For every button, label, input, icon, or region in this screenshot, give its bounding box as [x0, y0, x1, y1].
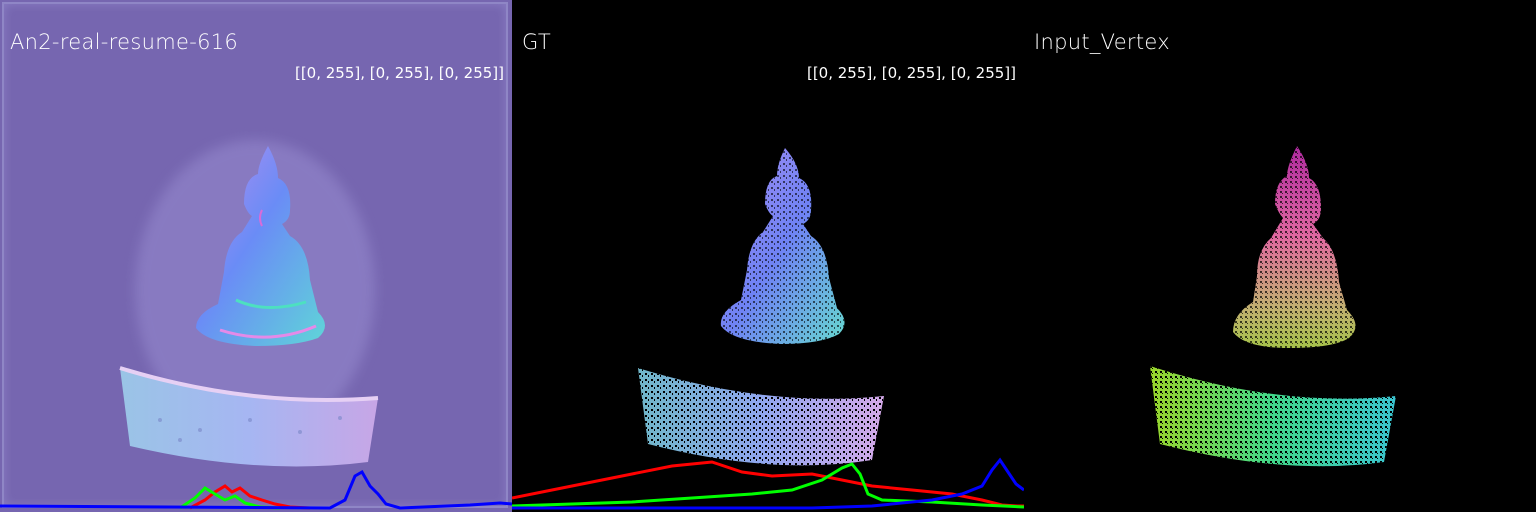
gt-range: [[0, 255], [0, 255], [0, 255]] [806, 64, 1016, 82]
input-vertex-map [1150, 146, 1396, 467]
prediction-panel: An2-real-resume-616 [[0, 255], [0, 255],… [0, 0, 512, 512]
gt-normal-map [512, 148, 1024, 510]
gt-histogram [512, 457, 1024, 510]
prediction-normal-map [0, 140, 512, 510]
input-pedestal [1150, 366, 1396, 467]
input-vertex-title: Input_Vertex [1034, 30, 1170, 54]
gt-panel: GT [[0, 255], [0, 255], [0, 255]] [512, 0, 1024, 512]
input-vertex-panel: Input_Vertex [1024, 0, 1536, 512]
prediction-histogram [0, 469, 512, 510]
input-buddha-figure [1233, 146, 1356, 348]
prediction-title: An2-real-resume-616 [10, 30, 239, 54]
gt-pedestal [638, 368, 884, 466]
buddha-figure [196, 146, 325, 346]
pedestal [119, 366, 379, 467]
gt-title: GT [522, 30, 551, 54]
gt-buddha-figure [720, 148, 845, 344]
prediction-range: [[0, 255], [0, 255], [0, 255]] [294, 64, 504, 82]
